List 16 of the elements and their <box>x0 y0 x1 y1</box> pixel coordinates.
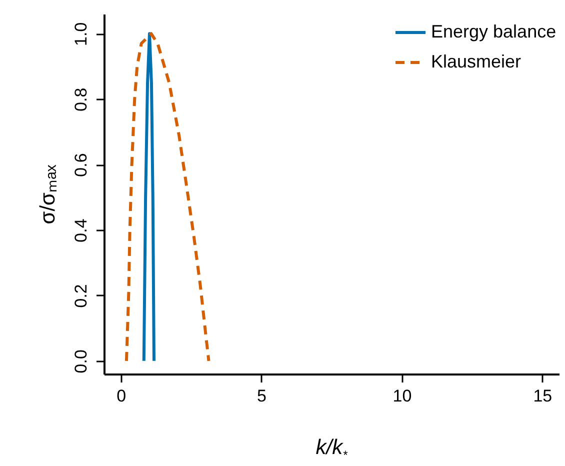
y-tick-label: 0.4 <box>72 218 90 242</box>
line-series <box>142 32 156 362</box>
y-tick-label: 0.0 <box>72 350 90 374</box>
y-tick-label: 0.6 <box>72 153 90 177</box>
y-axis-title: σ/σₘₐₓ <box>36 164 60 224</box>
y-tick-label: 1.0 <box>72 22 90 46</box>
legend-label: Energy balance <box>431 22 556 42</box>
x-tick-label: 0 <box>116 386 126 406</box>
x-tick-label: 10 <box>392 386 412 406</box>
y-tick-label: 0.2 <box>72 284 90 308</box>
legend-label: Klausmeier <box>431 52 522 72</box>
line-series <box>124 32 210 362</box>
y-tick-label: 0.8 <box>72 88 90 112</box>
x-axis-title: k/k$_{*}$ <box>314 436 348 462</box>
x-tick-label: 5 <box>257 386 267 406</box>
x-tick-label: 15 <box>533 386 552 406</box>
